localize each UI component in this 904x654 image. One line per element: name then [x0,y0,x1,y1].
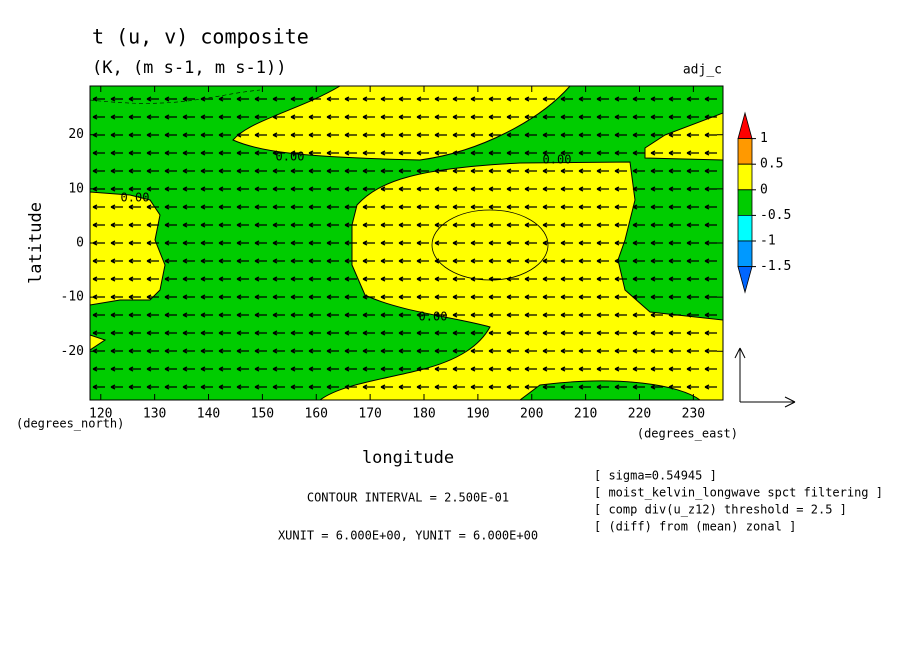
contour-label: 0.00 [121,191,150,205]
y-tick-label: 0 [76,236,84,251]
x-tick-label: 130 [143,407,166,422]
y-axis-label: latitude [26,202,46,284]
contour-field [90,86,723,400]
y-unit-label: (degrees_north) [16,417,124,431]
contour-label: 0.00 [543,153,572,167]
colorbar-label: 1 [760,131,768,146]
contour-interval: CONTOUR INTERVAL = 2.500E-01 [307,491,509,505]
colorbar-segment [737,189,753,216]
x-tick-label: 150 [251,407,274,422]
tag: adj_c [683,63,722,78]
x-tick-label: 230 [682,407,705,422]
x-tick-label: 190 [466,407,489,422]
x-tick-label: 220 [628,407,651,422]
colorbar-segment [737,215,753,242]
vector-field [90,86,723,400]
colorbar-label: 0 [760,182,768,197]
colorbar-segment [737,138,753,165]
x-tick-label: 180 [412,407,435,422]
y-tick-label: -10 [61,290,84,305]
colorbar-label: -0.5 [760,208,791,223]
x-tick-label: 160 [305,407,328,422]
units-note: XUNIT = 6.000E+00, YUNIT = 6.000E+00 [278,529,538,543]
colorbar-label: -1 [760,234,776,249]
contour-label: 0.00 [419,310,448,324]
x-tick-label: 140 [197,407,220,422]
reference-vector [734,347,796,408]
colorbar-segment [737,266,753,294]
note: [ moist_kelvin_longwave spct filtering ] [594,486,883,500]
colorbar-segment [737,240,753,267]
x-tick-label: 210 [574,407,597,422]
chart-title: t (u, v) composite [92,25,309,49]
contour-label: 0.00 [276,150,305,164]
colorbar-segment [737,163,753,191]
y-tick-label: -20 [61,344,84,359]
x-tick-label: 170 [358,407,381,422]
note: [ comp div(u_z12) threshold = 2.5 ] [594,503,847,517]
x-tick-label: 200 [520,407,543,422]
colorbar-segment [737,111,753,139]
colorbar-label: -1.5 [760,259,791,274]
y-tick-label: 20 [68,127,84,142]
y-tick-label: 10 [68,181,84,196]
colorbar-label: 0.5 [760,157,783,172]
x-axis-label: longitude [362,448,454,468]
x-unit-label: (degrees_east) [637,427,738,441]
x-tick-label: 120 [89,407,112,422]
note: [ sigma=0.54945 ] [594,469,717,483]
note: [ (diff) from (mean) zonal ] [594,520,796,534]
chart-subtitle: (K, (m s-1, m s-1)) [92,58,286,78]
